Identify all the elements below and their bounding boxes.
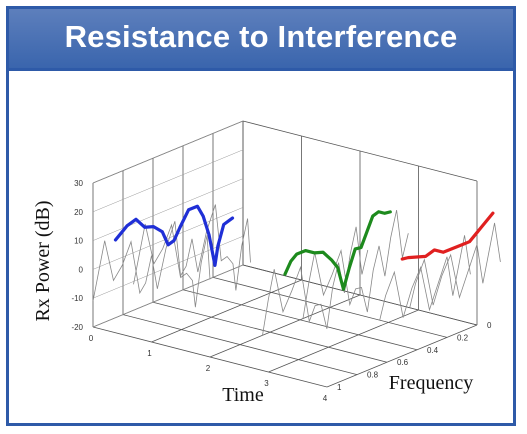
floor-gridline bbox=[268, 309, 419, 373]
y-tick-label: 0.8 bbox=[367, 371, 379, 380]
left-wall-gridline bbox=[92, 120, 244, 184]
left-wall-gridline bbox=[92, 264, 244, 328]
z-tick-label: 30 bbox=[74, 179, 83, 188]
y-tick-label: 0.6 bbox=[397, 358, 409, 367]
title-bar: Resistance to Interference bbox=[9, 9, 513, 71]
z-tick-label: 0 bbox=[79, 265, 84, 274]
back-wall-gridline bbox=[242, 120, 478, 182]
left-wall-gridline bbox=[92, 207, 244, 270]
z-tick-label: 20 bbox=[74, 208, 83, 217]
background-trace bbox=[409, 222, 501, 308]
y-axis-label: Frequency bbox=[389, 372, 473, 394]
y-tick-label: 0 bbox=[487, 321, 492, 330]
background-trace bbox=[379, 235, 471, 321]
background-trace bbox=[302, 209, 409, 319]
series-2-line bbox=[400, 211, 495, 261]
z-tick-label: 10 bbox=[74, 237, 83, 246]
z-tick-label: -10 bbox=[71, 294, 83, 303]
floor-gridline bbox=[151, 279, 302, 343]
left-wall-gridline bbox=[92, 149, 244, 213]
series-lines bbox=[113, 204, 495, 291]
x-tick-label: 0 bbox=[89, 334, 94, 343]
background-trace bbox=[133, 204, 251, 291]
series-1-line bbox=[283, 210, 392, 291]
y-tick-label: 0.4 bbox=[427, 346, 439, 355]
slide-title: Resistance to Interference bbox=[64, 19, 458, 54]
tick-labels: 30 20 10 0 -10 -20 0 1 2 3 4 0 0.2 0.4 0.6 0.8 1 bbox=[71, 179, 492, 403]
left-wall-gridline bbox=[92, 178, 244, 241]
floor-gridline bbox=[209, 294, 361, 358]
slide-frame: Resistance to Interference 30 20 10 0 -10 -20… bbox=[6, 6, 516, 426]
x-axis-label: Time bbox=[222, 384, 264, 406]
floor-gridline bbox=[326, 324, 478, 388]
power-3d-chart: 30 20 10 0 -10 -20 0 1 2 3 4 0 0.2 0.4 0.6 0.8 1 Rx Powe… bbox=[32, 120, 501, 406]
x-tick-label: 4 bbox=[323, 394, 328, 403]
chart-grid bbox=[92, 120, 478, 388]
x-tick-label: 3 bbox=[264, 379, 269, 388]
y-tick-label: 0.2 bbox=[457, 333, 469, 342]
x-tick-label: 1 bbox=[147, 349, 152, 358]
x-tick-label: 2 bbox=[206, 364, 211, 373]
series-0-line bbox=[113, 204, 235, 268]
background-trace bbox=[262, 226, 369, 336]
z-tick-label: -20 bbox=[71, 323, 83, 332]
background-fading-traces bbox=[92, 204, 501, 336]
z-axis-label: Rx Power (dB) bbox=[32, 200, 54, 321]
y-tick-label: 1 bbox=[337, 383, 342, 392]
background-trace bbox=[92, 221, 211, 308]
